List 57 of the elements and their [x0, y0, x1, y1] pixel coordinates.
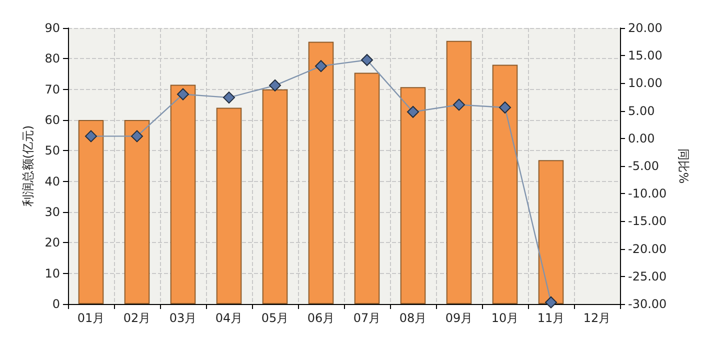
x-tick-label: 05月 — [261, 311, 289, 325]
y2-tick-label: -30.00 — [628, 297, 667, 311]
bar — [446, 40, 472, 304]
y-tick-label: 50 — [44, 144, 60, 158]
y-tick-label: 10 — [44, 266, 60, 280]
bar — [354, 72, 380, 304]
y-tick-label: 20 — [44, 236, 60, 250]
y-tick-label: 30 — [44, 205, 60, 219]
bar — [262, 89, 288, 304]
x-tick-label: 06月 — [307, 311, 335, 325]
bar — [170, 84, 196, 304]
point — [177, 88, 189, 100]
y-tick-label: 80 — [44, 52, 60, 66]
bar — [308, 42, 334, 304]
x-tick-label: 02月 — [123, 311, 151, 325]
x-tick-label: 07月 — [353, 311, 381, 325]
bar — [400, 87, 426, 304]
point — [269, 79, 281, 92]
bar — [124, 120, 150, 304]
y2-tick-label: 5.00 — [628, 104, 655, 118]
x-tick-label: 04月 — [215, 311, 243, 325]
y2-tick-label: 15.00 — [628, 48, 662, 63]
bar — [78, 120, 104, 304]
bar — [492, 64, 518, 304]
y2-tick-label: -10.00 — [628, 186, 667, 201]
point — [453, 98, 465, 111]
x-tick-label: 10月 — [491, 311, 519, 325]
y-tick-label: 70 — [44, 82, 60, 96]
point — [545, 296, 557, 308]
point — [407, 106, 419, 118]
y-tick-label: 90 — [44, 21, 60, 35]
y2-tick-label: 0.00 — [628, 131, 655, 146]
x-tick-label: 01月 — [77, 311, 105, 325]
y-tick-label: 60 — [44, 113, 60, 127]
y-tick-label: 0 — [52, 297, 60, 311]
point — [223, 92, 235, 104]
y2-tick-label: -5.00 — [628, 159, 660, 173]
point — [499, 101, 511, 114]
y-axis-title: 利润总额(亿元) — [20, 125, 35, 207]
y2-axis-title: 同比% — [676, 148, 691, 184]
x-tick-label: 08月 — [399, 311, 427, 325]
y2-tick-label: -25.00 — [628, 269, 667, 284]
bar — [216, 108, 242, 304]
y2-tick-label: 20.00 — [628, 21, 662, 35]
x-tick-label: 09月 — [445, 311, 473, 325]
x-tick-label: 03月 — [169, 311, 197, 325]
x-tick-label: 12月 — [583, 311, 611, 325]
bar — [538, 160, 564, 304]
y2-tick-label: -15.00 — [628, 214, 667, 228]
point — [315, 60, 327, 72]
point — [361, 54, 373, 66]
point — [85, 130, 97, 142]
point — [131, 130, 143, 142]
y-tick-label: 40 — [44, 174, 60, 188]
y2-tick-label: -20.00 — [628, 242, 667, 256]
y2-tick-label: 10.00 — [628, 76, 662, 90]
x-tick-label: 11月 — [537, 311, 565, 325]
